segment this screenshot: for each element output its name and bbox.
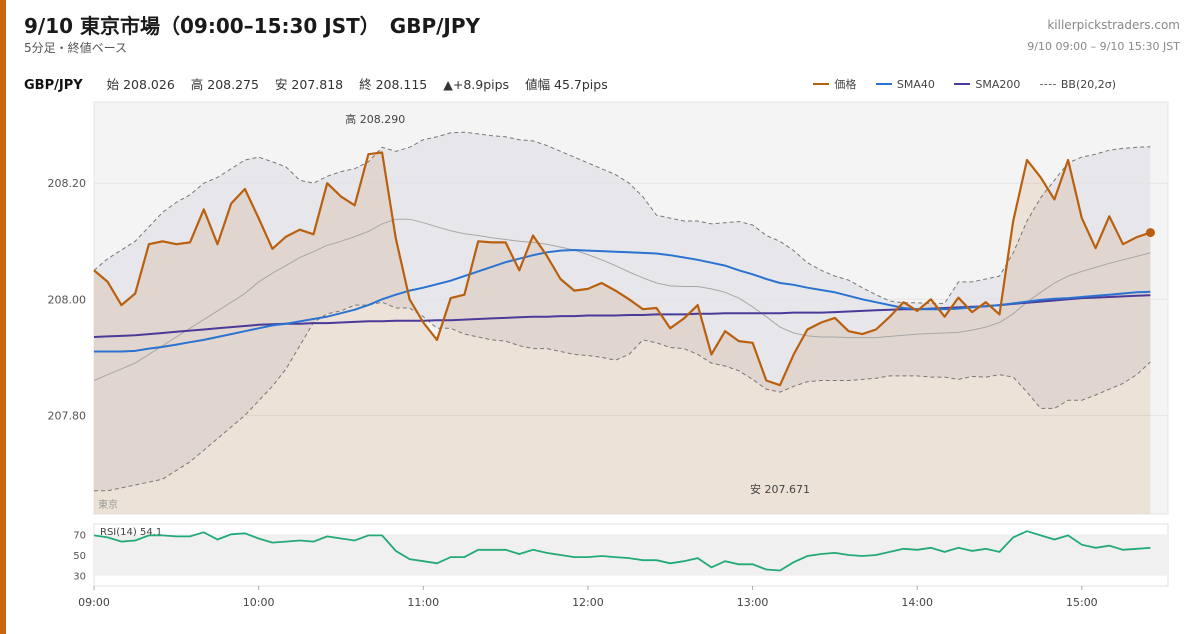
price-line: [93, 151, 1151, 387]
y-tick-label: 208.00: [48, 293, 87, 306]
stat-close: 終 208.115: [359, 77, 428, 92]
stat-open: 始 208.026: [106, 77, 175, 92]
date-range: 9/10 09:00 – 9/10 15:30 JST: [1027, 40, 1180, 53]
rsi-title: RSI(14) 54.1: [100, 527, 162, 538]
stat-high: 高 208.275: [190, 77, 259, 92]
x-tick-label: 10:00: [243, 596, 275, 609]
price-area-fill: [94, 152, 1151, 514]
bb-middle-line: [93, 218, 1151, 381]
rsi-tick-label: 50: [73, 551, 86, 562]
legend-label: 価格: [834, 78, 857, 91]
bb-band-fill: [94, 132, 1151, 491]
stats-bar: GBP/JPY 始 208.026 高 208.275 安 207.818 終 …: [24, 74, 620, 94]
last-price-marker: [1145, 228, 1155, 238]
bb-upper-line: [93, 131, 1151, 304]
rsi-tick-label: 30: [73, 572, 86, 583]
rsi-line: [93, 530, 1151, 572]
sma40-line: [94, 248, 1151, 353]
stat-change: ▲+8.9pips: [443, 77, 510, 92]
legend-swatch: [1039, 83, 1056, 85]
site-name: killerpickstraders.com: [1047, 18, 1180, 32]
legend-item-price[interactable]: 価格: [813, 76, 856, 92]
legend-item-sma200[interactable]: SMA200: [954, 78, 1020, 91]
header: 9/10 東京市場（09:00–15:30 JST） GBP/JPY 5分足・終…: [24, 8, 1180, 68]
x-tick-label: 12:00: [572, 596, 604, 609]
legend-label: BB(20,2σ): [1060, 78, 1116, 91]
legend-label: SMA200: [975, 78, 1021, 91]
rsi-band: [94, 534, 1168, 576]
legend: 価格 SMA40 SMA200 BB(20,2σ): [797, 76, 1116, 92]
legend-swatch: [954, 83, 971, 85]
stat-range: 値幅 45.7pips: [525, 77, 608, 92]
page-subtitle: 5分足・終値ベース: [24, 41, 128, 55]
y-tick-label: 207.80: [48, 409, 87, 422]
low-annotation: 安 207.671: [750, 482, 810, 496]
pair-label: GBP/JPY: [24, 78, 83, 93]
legend-item-sma40[interactable]: SMA40: [875, 78, 935, 91]
x-tick-label: 09:00: [78, 596, 110, 609]
legend-item-bb[interactable]: BB(20,2σ): [1039, 78, 1116, 91]
legend-label: SMA40: [896, 78, 935, 91]
legend-swatch: [813, 83, 830, 85]
x-tick-label: 11:00: [407, 596, 439, 609]
legend-swatch: [875, 83, 892, 85]
stat-low: 安 207.818: [274, 77, 344, 92]
x-tick-label: 15:00: [1066, 596, 1098, 609]
page-title: 9/10 東京市場（09:00–15:30 JST） GBP/JPY: [24, 14, 480, 38]
y-tick-label: 208.20: [48, 177, 87, 190]
bb-lower-line: [94, 301, 1151, 492]
x-tick-label: 14:00: [901, 596, 933, 609]
accent-bar: [0, 0, 6, 634]
x-tick-label: 13:00: [737, 596, 769, 609]
high-annotation: 高 208.290: [345, 112, 405, 126]
session-label: 東京: [98, 498, 118, 511]
rsi-tick-label: 70: [73, 530, 86, 541]
